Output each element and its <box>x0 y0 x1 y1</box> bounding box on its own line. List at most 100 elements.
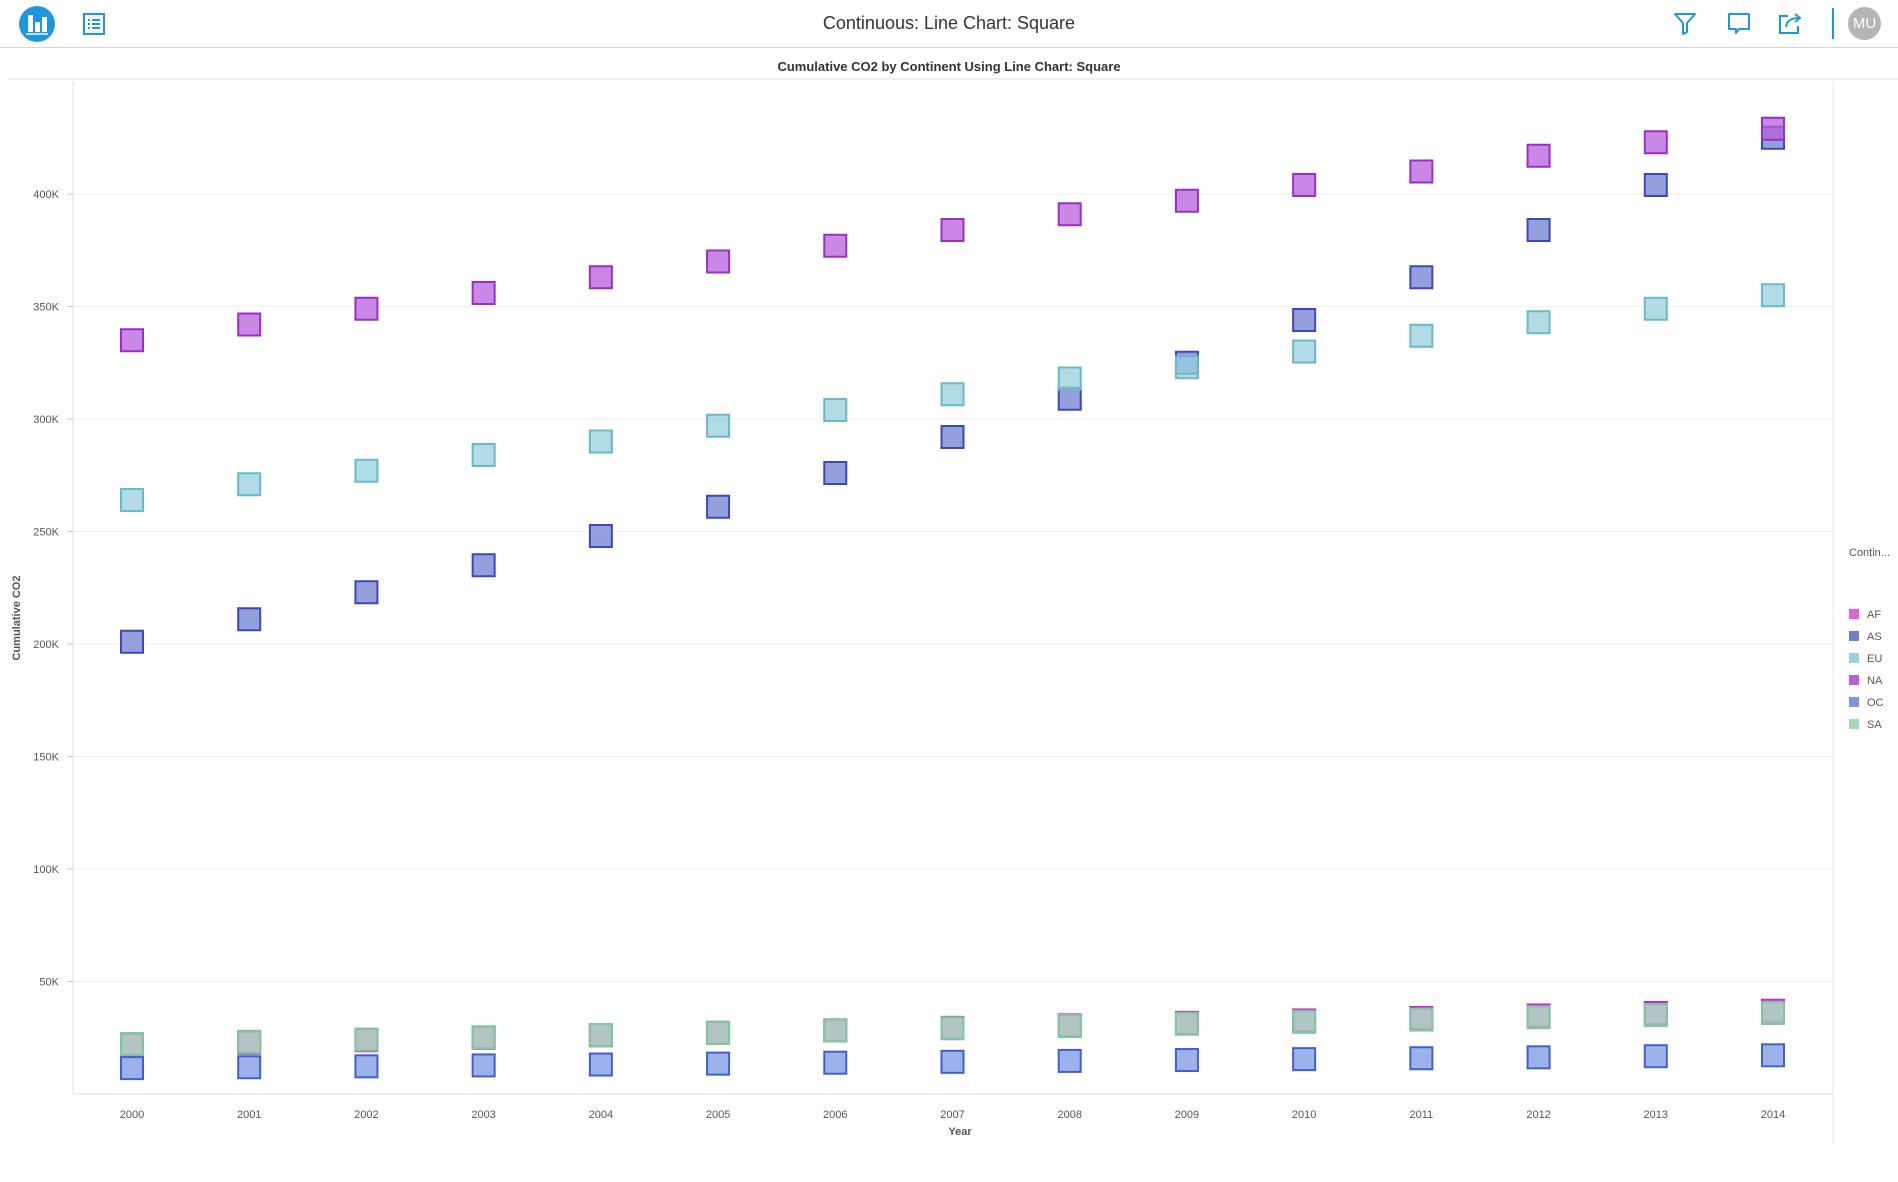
data-point-as <box>588 524 613 548</box>
data-point-as <box>120 629 144 654</box>
data-point-na <box>940 218 965 242</box>
data-point-oc <box>1643 1044 1668 1069</box>
data-point-na <box>588 265 613 290</box>
data-point-na <box>120 328 144 353</box>
data-point-as <box>940 425 965 449</box>
data-point-eu <box>237 472 262 497</box>
data-point-as <box>1057 386 1082 411</box>
avatar[interactable]: MU <box>1848 7 1881 40</box>
data-point-oc <box>1409 1046 1434 1071</box>
data-point-oc <box>354 1054 379 1079</box>
y-tick-label: 150K <box>33 752 59 764</box>
x-tick-label: 2001 <box>237 1109 261 1121</box>
legend-item-as[interactable]: AS <box>1849 631 1882 643</box>
data-point-na <box>1526 143 1551 168</box>
bar-chart-logo-icon[interactable] <box>18 5 56 43</box>
legend-swatch <box>1849 609 1859 619</box>
data-point-sa <box>706 1020 731 1045</box>
data-point-na <box>237 312 262 337</box>
x-tick-label: 2009 <box>1175 1109 1199 1121</box>
x-tick-label: 2010 <box>1292 1109 1316 1121</box>
data-point-na <box>1761 116 1785 141</box>
data-point-eu <box>1761 283 1785 308</box>
data-point-oc <box>940 1049 965 1074</box>
legend-label: EU <box>1867 653 1882 665</box>
data-point-oc <box>1057 1048 1082 1073</box>
data-point-na <box>1409 159 1434 184</box>
data-point-oc <box>1174 1048 1199 1073</box>
app-title: Continuous: Line Chart: Square <box>822 13 1076 33</box>
x-tick-label: 2008 <box>1057 1109 1081 1121</box>
legend-item-eu[interactable]: EU <box>1849 653 1882 665</box>
data-point-eu <box>120 488 144 512</box>
comment-icon[interactable] <box>1727 12 1751 36</box>
data-point-sa <box>1292 1009 1317 1034</box>
data-point-eu <box>706 413 731 438</box>
series-oc <box>120 1043 1785 1081</box>
data-point-sa <box>823 1018 848 1043</box>
legend-label: SA <box>1867 719 1882 731</box>
data-point-na <box>1057 202 1082 227</box>
data-point-as <box>1643 173 1668 197</box>
legend-swatch <box>1849 719 1859 729</box>
data-point-as <box>1292 308 1317 332</box>
x-tick-label: 2003 <box>471 1109 495 1121</box>
share-icon[interactable] <box>1778 11 1804 35</box>
data-point-sa <box>354 1027 379 1052</box>
legend-item-na[interactable]: NA <box>1849 675 1883 687</box>
data-point-sa <box>940 1016 965 1041</box>
x-tick-label: 2007 <box>940 1109 964 1121</box>
data-point-na <box>706 249 731 274</box>
data-point-oc <box>588 1052 613 1077</box>
x-tick-label: 2012 <box>1526 1109 1550 1121</box>
x-tick-label: 2011 <box>1410 1109 1434 1121</box>
data-point-sa <box>237 1029 262 1054</box>
data-point-sa <box>1057 1014 1082 1039</box>
legend-swatch <box>1849 653 1859 663</box>
legend-item-sa[interactable]: SA <box>1849 719 1882 731</box>
data-point-oc <box>237 1055 262 1080</box>
legend-title: Contin... <box>1849 547 1890 559</box>
header-divider <box>1832 8 1834 39</box>
legend-label: AF <box>1867 609 1881 621</box>
data-point-eu <box>940 382 965 407</box>
data-point-oc <box>471 1053 496 1078</box>
data-point-na <box>823 233 848 258</box>
data-point-eu <box>354 458 379 483</box>
data-point-as <box>1409 265 1434 290</box>
y-tick-label: 50K <box>39 977 59 989</box>
data-point-eu <box>823 398 848 422</box>
data-point-sa <box>1409 1007 1434 1032</box>
legend-label: NA <box>1867 675 1883 687</box>
list-icon[interactable] <box>83 13 105 35</box>
data-point-sa <box>1761 1001 1785 1025</box>
data-point-oc <box>1526 1045 1551 1070</box>
data-point-na <box>1174 188 1199 213</box>
legend-label: OC <box>1867 697 1884 709</box>
data-point-oc <box>706 1051 731 1076</box>
data-point-eu <box>1409 323 1434 348</box>
data-point-as <box>471 553 496 578</box>
data-point-as <box>823 461 848 485</box>
data-point-as <box>706 494 731 519</box>
top-bar: Continuous: Line Chart: Square MU <box>0 0 1898 48</box>
series-eu <box>120 283 1785 512</box>
chart: Cumulative CO2 by Continent Using Line C… <box>8 59 1898 1144</box>
legend-swatch <box>1849 675 1859 685</box>
series-na <box>120 116 1785 353</box>
data-point-eu <box>1174 355 1199 380</box>
legend-item-oc[interactable]: OC <box>1849 697 1884 709</box>
series-as <box>120 125 1785 654</box>
legend-swatch <box>1849 631 1859 641</box>
y-tick-label: 250K <box>33 527 59 539</box>
legend-label: AS <box>1867 631 1882 643</box>
data-point-na <box>1292 173 1317 197</box>
x-tick-label: 2014 <box>1761 1109 1785 1121</box>
y-tick-label: 300K <box>33 414 59 426</box>
legend-item-af[interactable]: AF <box>1849 609 1881 621</box>
filter-icon[interactable] <box>1673 11 1697 35</box>
y-tick-label: 350K <box>33 302 59 314</box>
y-tick-label: 100K <box>33 864 59 876</box>
chart-title: Cumulative CO2 by Continent Using Line C… <box>777 59 1120 74</box>
data-point-na <box>1643 130 1668 155</box>
